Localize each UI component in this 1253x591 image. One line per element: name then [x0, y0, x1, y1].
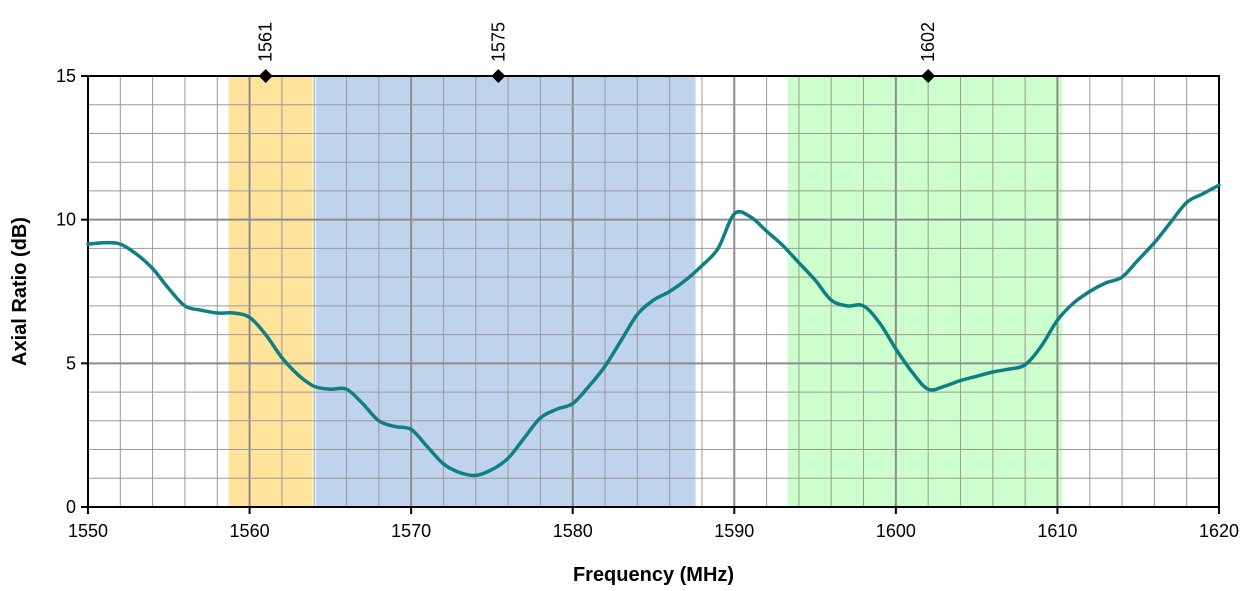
frequency-band-2	[315, 76, 696, 507]
frequency-band-1	[228, 76, 313, 507]
band-marker-label: 1575	[488, 22, 508, 62]
frequency-bands	[228, 76, 1063, 507]
band-marker-diamond	[491, 69, 506, 83]
band-markers: 1561 1575 1602	[256, 22, 938, 83]
band-marker-diamond	[921, 69, 936, 83]
y-tick-label: 0	[66, 497, 76, 517]
frequency-band-3	[787, 76, 1063, 507]
x-tick-label: 1610	[1037, 521, 1077, 541]
axis-ticks: 1550 1560 1570 1580 1590 1600 1610 1620 0 5 10 15	[56, 66, 1239, 541]
x-axis-title: Frequency (MHz)	[573, 564, 734, 586]
x-tick-label: 1560	[230, 521, 270, 541]
x-tick-label: 1620	[1199, 521, 1239, 541]
plot-frame	[87, 75, 1220, 508]
band-marker-label: 1561	[256, 22, 276, 62]
y-tick-label: 15	[56, 66, 76, 86]
y-tick-label: 5	[66, 353, 76, 373]
chart-grid	[87, 75, 1220, 508]
x-tick-label: 1590	[714, 521, 754, 541]
axial-ratio-line-1	[86, 183, 1221, 478]
x-tick-label: 1580	[553, 521, 593, 541]
series-line-layer	[86, 183, 1221, 478]
y-tick-label: 10	[56, 210, 76, 230]
band-marker-diamond	[258, 69, 273, 83]
band-marker-label: 1602	[918, 22, 938, 62]
x-tick-label: 1600	[876, 521, 916, 541]
y-axis-title: Axial Ratio (dB)	[9, 217, 31, 366]
x-tick-label: 1550	[68, 521, 108, 541]
x-tick-label: 1570	[391, 521, 431, 541]
